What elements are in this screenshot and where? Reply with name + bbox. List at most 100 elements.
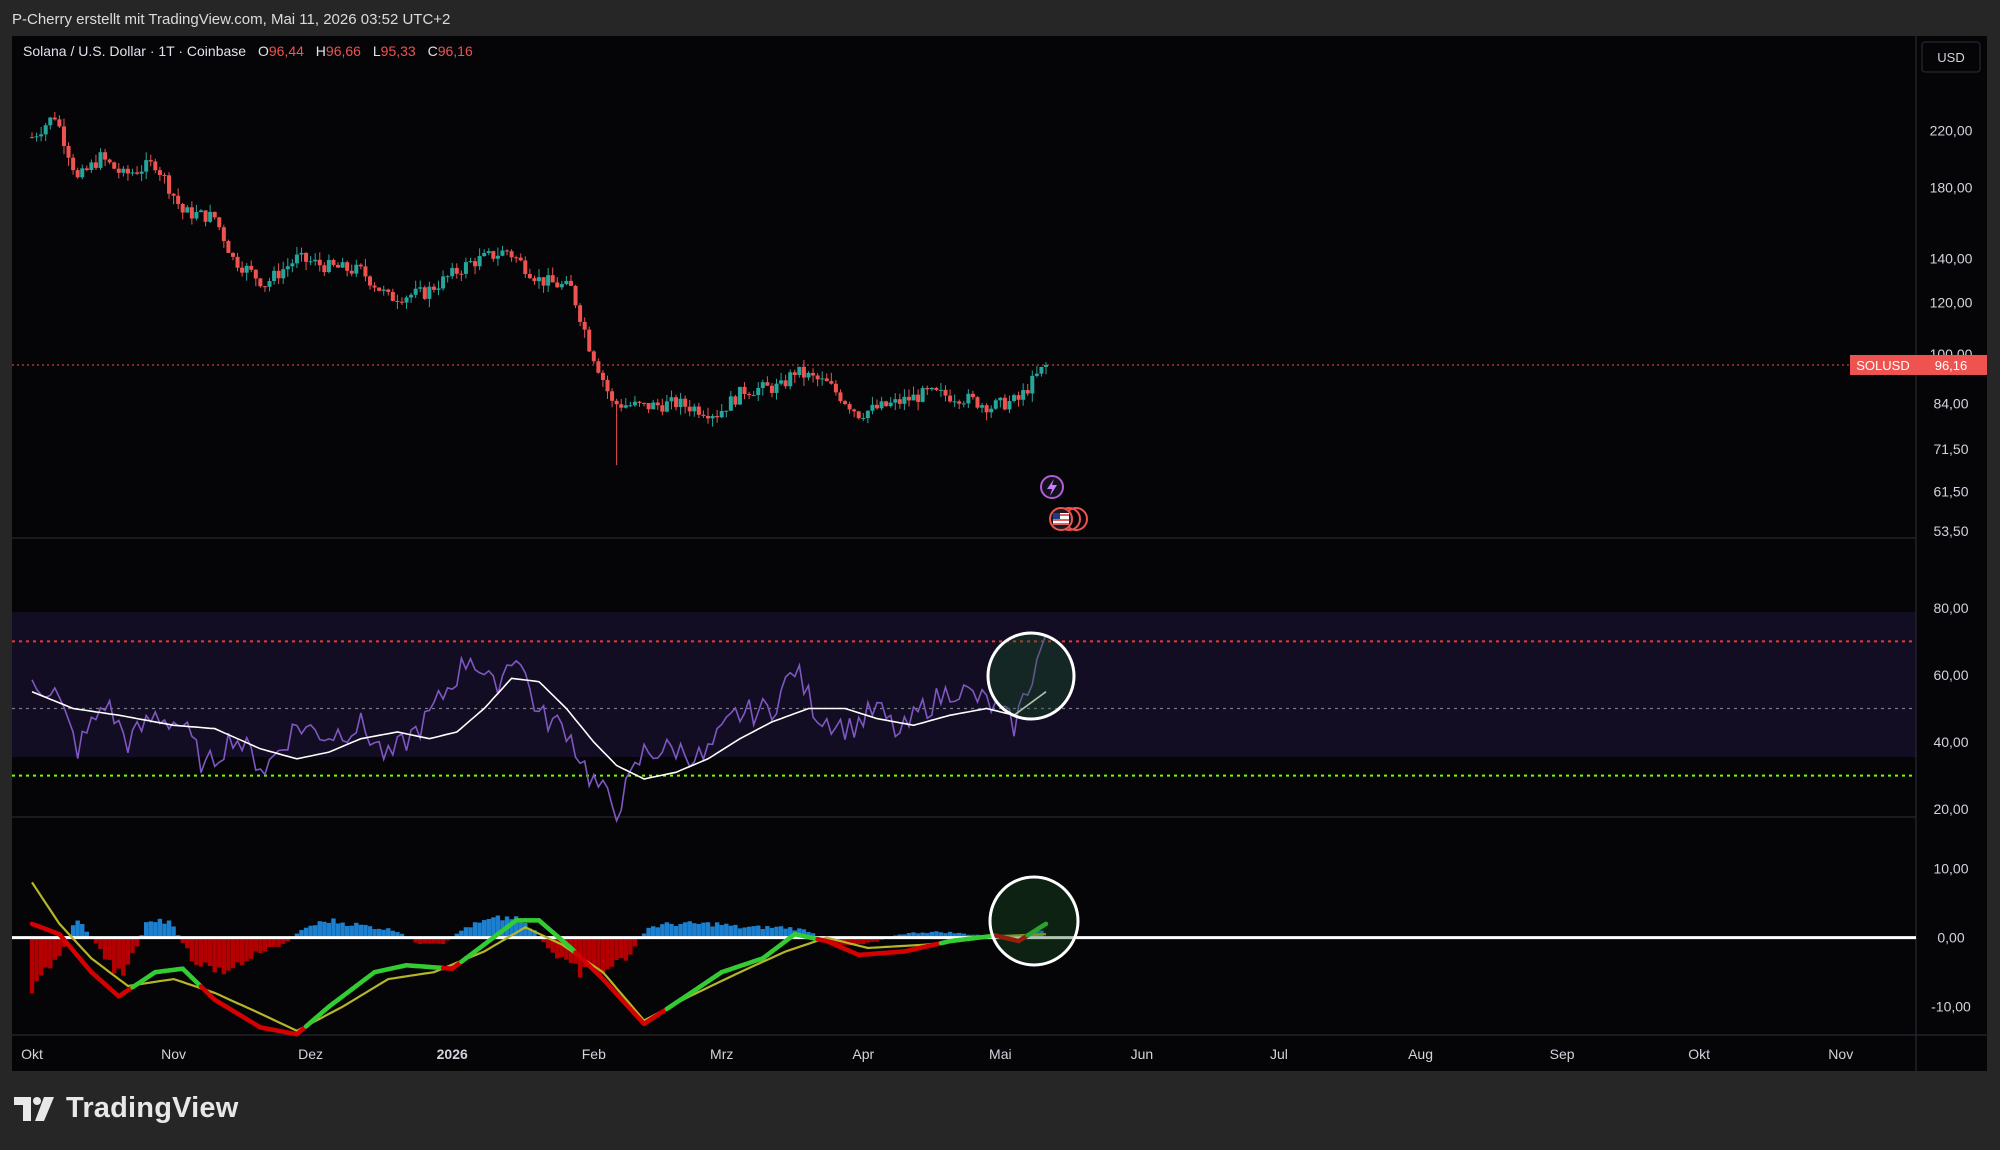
candle-body <box>1034 373 1039 376</box>
macd-hist-bar <box>349 925 354 938</box>
macd-hist-bar <box>810 933 816 938</box>
macd-axis[interactable]: 10,00 0,00 -10,00 <box>1931 861 1971 1015</box>
candle-body <box>431 286 436 290</box>
price-tick-label: 220,00 <box>1930 123 1973 139</box>
macd-series <box>29 881 1049 1037</box>
macd-hist-bar <box>628 937 633 955</box>
macd-hist-bar <box>687 921 692 938</box>
candle-body <box>591 351 596 362</box>
macd-hist-bar <box>756 925 761 938</box>
tradingview-logo[interactable]: TradingView <box>14 1092 239 1125</box>
macd-hist-bar <box>943 933 948 938</box>
candle-body <box>797 366 802 375</box>
candle-body <box>167 175 172 194</box>
macd-hist-bar <box>870 937 875 942</box>
macd-hist-bar <box>372 929 377 938</box>
macd-hist-bar <box>532 930 537 938</box>
us-economic-events-icon[interactable] <box>1049 507 1088 531</box>
macd-hist-bar <box>961 933 966 938</box>
rsi-series <box>31 634 1047 824</box>
price-tick-label: 180,00 <box>1930 179 1973 195</box>
macd-hist-bar <box>116 937 121 969</box>
macd-hist-bar <box>911 932 916 938</box>
candle-body <box>952 401 957 403</box>
candle-body <box>61 126 66 146</box>
price-axis[interactable]: 220,00180,00140,00120,00100,0084,0071,50… <box>1930 123 1973 539</box>
candle-body <box>226 241 231 253</box>
chart-canvas[interactable]: Solana / U.S. Dollar · 1T · Coinbase O96… <box>12 36 1987 1071</box>
candle-body <box>1039 366 1044 374</box>
candle-body <box>546 275 551 286</box>
macd-hist-bar <box>605 937 610 970</box>
candle-body <box>664 401 669 412</box>
candle-body <box>747 393 752 396</box>
macd-hist-bar <box>801 929 807 938</box>
macd-hist-bar <box>719 924 724 938</box>
candle-body <box>153 161 158 171</box>
candle-body <box>957 401 962 404</box>
candle-body <box>482 253 487 257</box>
candle-body <box>966 393 971 404</box>
candle-body <box>683 398 688 407</box>
candle-body <box>847 404 852 410</box>
macd-hist-bar <box>322 921 327 938</box>
candle-body <box>875 404 879 409</box>
macd-hist-bar <box>226 937 231 971</box>
candle-body <box>756 387 761 396</box>
rsi-axis[interactable]: 80,00 60,00 40,00 20,00 <box>1933 600 1968 817</box>
macd-hist-bar <box>303 927 309 938</box>
candle-body <box>1002 397 1007 410</box>
candle-body <box>884 401 889 407</box>
currency-button[interactable]: USD <box>1921 41 1981 73</box>
macd-hist-bar <box>235 937 240 963</box>
macd-tick-label: 10,00 <box>1933 861 1968 877</box>
last-price-tag: SOLUSD 96,16 <box>1850 354 1987 375</box>
lightning-event-icon[interactable] <box>1040 475 1064 499</box>
macd-hist-bar <box>112 937 117 974</box>
time-tick-label: Feb <box>582 1046 606 1062</box>
macd-hist-bar <box>673 926 679 938</box>
candle-body <box>733 396 738 405</box>
macd-hist-bar <box>358 924 364 938</box>
macd-hist-bar <box>230 937 236 969</box>
candle-body <box>970 393 975 398</box>
candle-body <box>961 403 966 405</box>
candle-body <box>230 252 235 257</box>
candle-body <box>838 392 843 402</box>
candle-body <box>486 251 491 254</box>
macd-hist-bar <box>281 937 286 944</box>
macd-signal-line <box>31 881 1047 1033</box>
candle-body <box>527 273 532 279</box>
candle-body <box>203 210 208 222</box>
macd-hist-bar <box>646 927 651 938</box>
candle-body <box>646 403 651 410</box>
candle-body <box>769 385 774 393</box>
candle-body <box>879 401 884 409</box>
macd-hist-bar <box>902 934 907 938</box>
chart-area[interactable]: Solana / U.S. Dollar · 1T · Coinbase O96… <box>12 36 1987 1071</box>
candle-body <box>1007 401 1012 410</box>
candle-body <box>244 265 249 273</box>
time-axis[interactable]: Okt Nov Dez 2026 Feb Mrz Apr Mai Jun Jul Aug Sep Okt… <box>21 1046 1853 1062</box>
time-tick-label: Okt <box>21 1046 43 1062</box>
candle-body <box>998 397 1003 401</box>
candle-body <box>262 286 267 288</box>
candle-body <box>30 137 34 139</box>
macd-hist-bar <box>851 937 857 945</box>
candle-body <box>386 289 391 292</box>
candle-body <box>399 301 404 303</box>
macd-hist-bar <box>778 926 784 938</box>
macd-hist-bar <box>477 922 482 938</box>
macd-hist-bar <box>596 937 601 976</box>
candle-body <box>984 405 989 413</box>
macd-hist-bar <box>422 937 428 944</box>
candle-body <box>93 162 98 168</box>
macd-hist-bar <box>874 937 880 942</box>
candle-body <box>605 379 610 392</box>
candle-body <box>103 152 108 160</box>
candle-body <box>564 280 569 285</box>
macd-hist-bar <box>317 921 322 938</box>
macd-hist-bar <box>509 919 514 938</box>
symbol-name: Solana / U.S. Dollar · 1T · Coinbase <box>23 43 246 59</box>
macd-hist-bar <box>427 937 432 944</box>
